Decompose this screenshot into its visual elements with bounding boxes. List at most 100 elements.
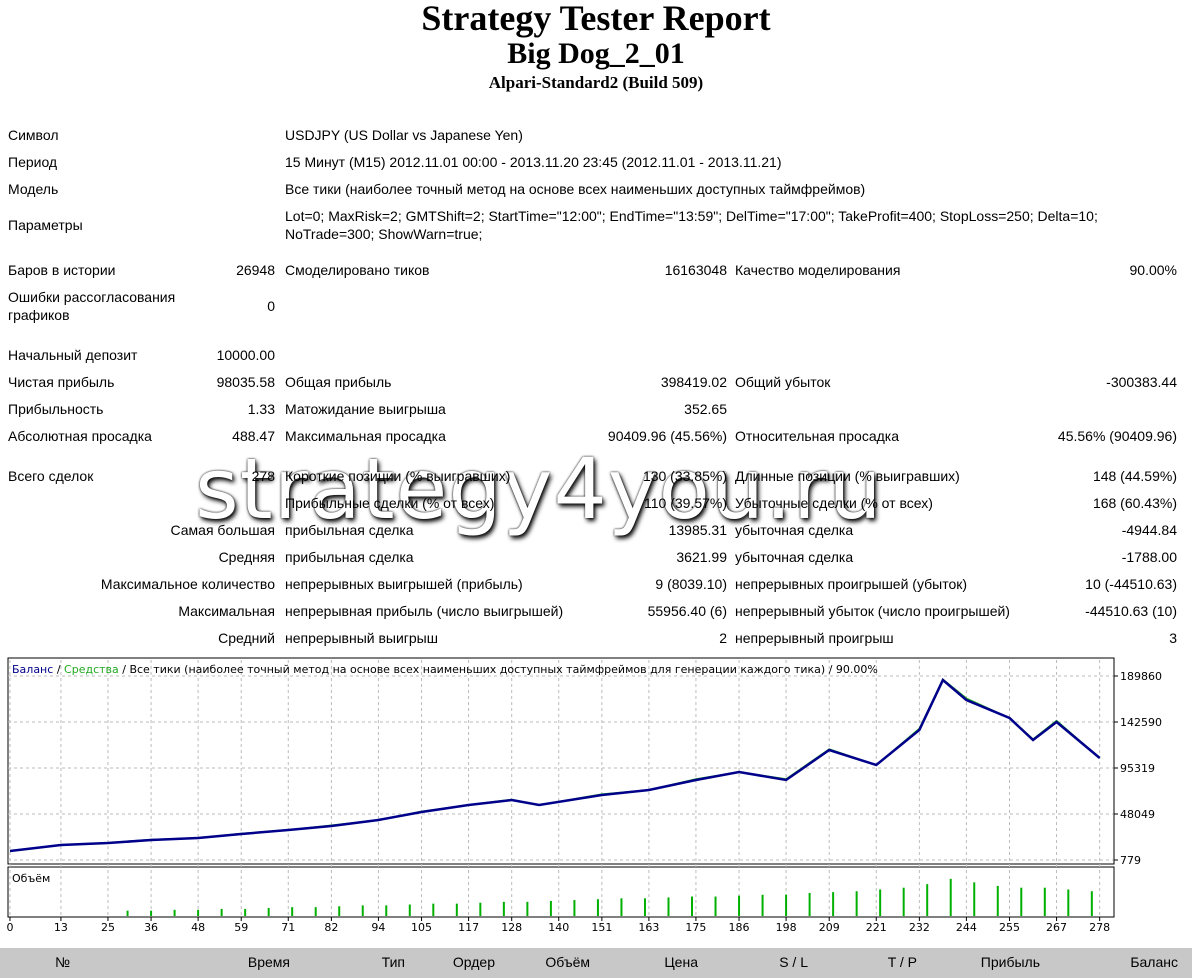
info-label: Модель bbox=[8, 181, 59, 197]
stat-label: непрерывный выигрыш bbox=[285, 630, 438, 646]
x-tick-label: 59 bbox=[234, 921, 248, 934]
stat-label: Общий убыток bbox=[735, 374, 831, 390]
x-tick-label: 117 bbox=[458, 921, 479, 934]
info-value: Lot=0; MaxRisk=2; GMTShift=2; StartTime=… bbox=[285, 208, 1098, 242]
x-tick-label: 244 bbox=[956, 921, 977, 934]
table-header-cell: Цена bbox=[664, 954, 698, 970]
table-header-cell: № bbox=[54, 954, 70, 970]
stat-label: Самая большая bbox=[170, 522, 276, 538]
stat-value: 9 (8039.10) bbox=[655, 576, 727, 592]
stat-value: 98035.58 bbox=[216, 374, 275, 390]
stat-value: 45.56% (90409.96) bbox=[1057, 428, 1177, 444]
info-label: Параметры bbox=[8, 217, 83, 233]
stat-label: Ошибки рассогласования графиков bbox=[8, 289, 176, 323]
x-tick-label: 267 bbox=[1046, 921, 1067, 934]
stat-value: 3 bbox=[1169, 630, 1177, 646]
info-label: Период bbox=[8, 154, 58, 170]
stat-label: прибыльная сделка bbox=[285, 549, 414, 565]
stat-label: непрерывных выигрышей (прибыль) bbox=[285, 576, 523, 592]
x-tick-label: 175 bbox=[685, 921, 706, 934]
stat-label: непрерывная прибыль (число выигрышей) bbox=[285, 603, 564, 619]
x-tick-label: 71 bbox=[281, 921, 295, 934]
stat-label: Убыточные сделки (% от всех) bbox=[735, 495, 933, 511]
x-tick-label: 186 bbox=[729, 921, 750, 934]
y-tick-label: 95319 bbox=[1120, 762, 1155, 775]
table-header-cell: Тип bbox=[381, 954, 405, 970]
x-tick-label: 25 bbox=[101, 921, 115, 934]
report-subtitle: Big Dog_2_01 bbox=[507, 37, 685, 70]
stat-label: непрерывный проигрыш bbox=[735, 630, 894, 646]
report-title: Strategy Tester Report bbox=[421, 0, 771, 38]
table-header-cell: T / P bbox=[887, 954, 917, 970]
x-tick-label: 221 bbox=[866, 921, 887, 934]
y-tick-label: 142590 bbox=[1120, 716, 1162, 729]
stat-label: Матожидание выигрыша bbox=[285, 401, 446, 417]
stat-value: -1788.00 bbox=[1121, 549, 1177, 565]
table-header-cell: S / L bbox=[779, 954, 808, 970]
y-tick-label: 189860 bbox=[1120, 670, 1162, 683]
x-tick-label: 105 bbox=[411, 921, 432, 934]
x-tick-label: 48 bbox=[191, 921, 205, 934]
table-header-cell: Ордер bbox=[452, 954, 495, 970]
info-label: Символ bbox=[8, 127, 59, 143]
stat-value: 0 bbox=[267, 298, 275, 314]
stat-label: Максимальное количество bbox=[100, 576, 275, 592]
x-tick-label: 13 bbox=[54, 921, 68, 934]
stat-value: 90409.96 (45.56%) bbox=[607, 428, 727, 444]
x-tick-label: 36 bbox=[144, 921, 158, 934]
x-tick-label: 278 bbox=[1089, 921, 1110, 934]
info-value: USDJPY (US Dollar vs Japanese Yen) bbox=[285, 127, 523, 143]
stat-value: 10000.00 bbox=[216, 347, 275, 363]
stat-label: убыточная сделка bbox=[735, 549, 854, 565]
x-tick-label: 198 bbox=[776, 921, 797, 934]
table-header-cell: Баланс bbox=[1130, 954, 1178, 970]
stat-value: 16163048 bbox=[664, 262, 727, 278]
stat-value: 278 bbox=[251, 468, 275, 484]
stat-value: -300383.44 bbox=[1106, 374, 1177, 390]
stat-value: 26948 bbox=[236, 262, 275, 278]
info-value: 15 Минут (M15) 2012.11.01 00:00 - 2013.1… bbox=[285, 154, 782, 170]
x-tick-label: 0 bbox=[6, 921, 13, 934]
chart-frame bbox=[7, 657, 1115, 865]
stat-value: 488.47 bbox=[232, 428, 275, 444]
stat-label: прибыльная сделка bbox=[285, 522, 414, 538]
volume-frame bbox=[7, 866, 1115, 918]
stat-value: -4944.84 bbox=[1121, 522, 1177, 538]
table-header-cell: Объём bbox=[545, 954, 590, 970]
info-value: Все тики (наиболее точный метод на основ… bbox=[285, 181, 866, 197]
x-tick-label: 163 bbox=[638, 921, 659, 934]
stat-value: 10 (-44510.63) bbox=[1085, 576, 1177, 592]
watermark: strategy4you.ru bbox=[195, 440, 883, 538]
stat-label: Прибыльность bbox=[8, 401, 104, 417]
stat-value: 148 (44.59%) bbox=[1092, 468, 1177, 484]
stat-label: Чистая прибыль bbox=[8, 374, 115, 390]
legend-entry: Баланс bbox=[12, 663, 53, 676]
legend: Баланс / Средства / Все тики (наиболее т… bbox=[12, 663, 878, 676]
stat-label: непрерывный убыток (число проигрышей) bbox=[735, 603, 1010, 619]
stat-label: убыточная сделка bbox=[735, 522, 854, 538]
stat-label: Прибыльные сделки (% от всех) bbox=[285, 495, 495, 511]
x-tick-label: 209 bbox=[819, 921, 840, 934]
stat-label: Смоделировано тиков bbox=[285, 262, 430, 278]
stat-value: 168 (60.43%) bbox=[1092, 495, 1177, 511]
stat-value: 3621.99 bbox=[676, 549, 727, 565]
stat-value: 90.00% bbox=[1129, 262, 1177, 278]
x-tick-label: 151 bbox=[591, 921, 612, 934]
stat-value: 130 (33.85%) bbox=[642, 468, 727, 484]
stat-label: Относительная просадка bbox=[735, 428, 899, 444]
legend-separator: / bbox=[57, 663, 61, 676]
stat-label: Абсолютная просадка bbox=[8, 428, 152, 444]
x-tick-label: 255 bbox=[999, 921, 1020, 934]
series-line bbox=[9, 678, 1101, 853]
table-header-bg bbox=[0, 948, 1192, 978]
table-header-cell: Время bbox=[247, 954, 290, 970]
stat-value: 13985.31 bbox=[668, 522, 727, 538]
stat-value: 398419.02 bbox=[660, 374, 727, 390]
stat-label: Максимальная bbox=[178, 603, 275, 619]
x-tick-label: 128 bbox=[501, 921, 522, 934]
report-server: Alpari-Standard2 (Build 509) bbox=[488, 73, 704, 92]
stat-label: непрерывных проигрышей (убыток) bbox=[735, 576, 968, 592]
table-header-cell: Прибыль bbox=[980, 954, 1040, 970]
stat-label: Начальный депозит bbox=[8, 347, 138, 363]
